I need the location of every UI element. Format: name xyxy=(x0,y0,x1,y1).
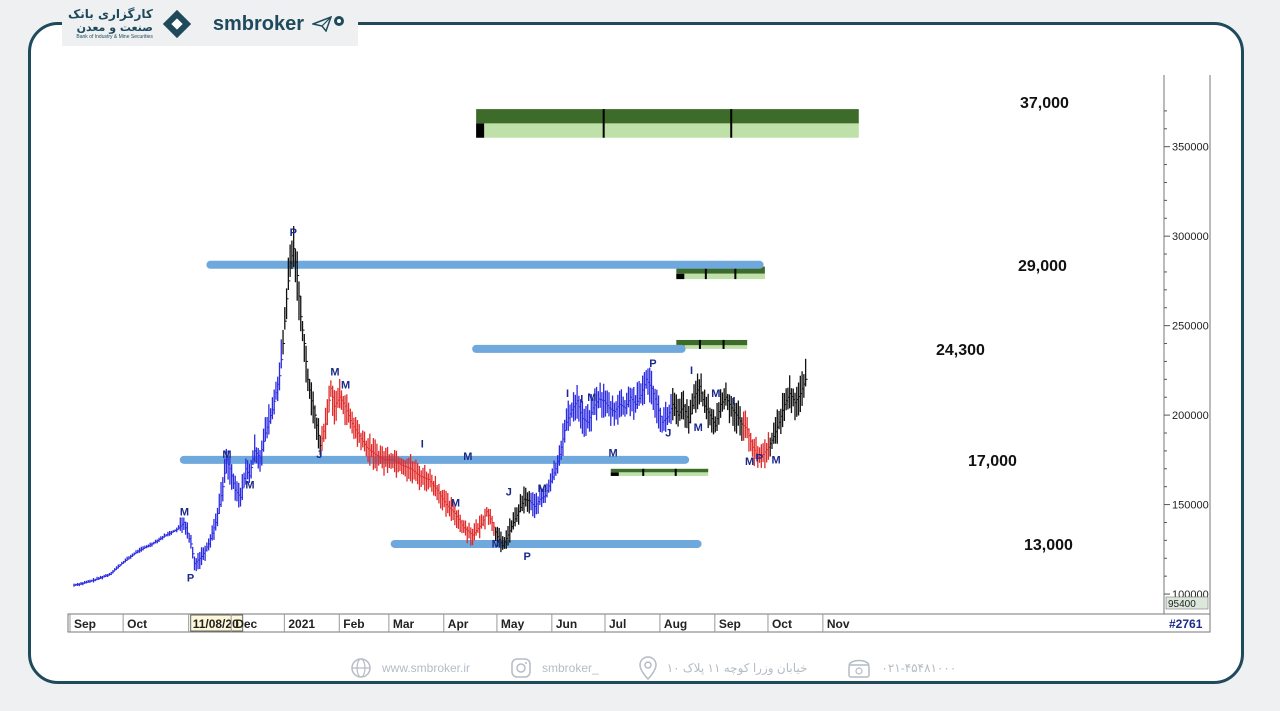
address-text: خیابان وزرا کوچه ۱۱ پلاک ۱۰ xyxy=(666,661,808,675)
y-tick-label: 350000 xyxy=(1172,142,1209,154)
pivot-label: P xyxy=(187,573,194,585)
pivot-label: P xyxy=(649,358,656,370)
target-zone-lower xyxy=(476,123,859,138)
globe-icon xyxy=(351,658,371,678)
target-zone-lower xyxy=(676,345,748,349)
pivot-label: M xyxy=(609,447,618,459)
footer-phone[interactable]: ۰۲۱-۴۵۴۸۱۰۰۰ xyxy=(847,657,956,679)
x-tick-label: Oct xyxy=(772,617,792,631)
website-text: www.smbroker.ir xyxy=(382,661,471,675)
x-tick-label: Apr xyxy=(448,617,469,631)
location-pin-icon xyxy=(638,656,657,680)
footer-website[interactable]: www.smbroker.ir xyxy=(350,657,470,679)
target-zone-marker xyxy=(476,123,485,138)
telephone-icon xyxy=(848,659,871,678)
x-tick-label: Aug xyxy=(664,617,687,631)
logo-line2: صنعت و معدن xyxy=(76,21,153,34)
x-tick-label: Jun xyxy=(556,617,577,631)
pivot-label: J xyxy=(506,487,512,499)
header-dot xyxy=(334,16,344,26)
pivot-label: M xyxy=(222,449,231,461)
logo-diamond-icon xyxy=(162,9,191,39)
price-level-label: 17,000 xyxy=(968,453,1017,470)
price-level-label: 24,300 xyxy=(936,342,985,359)
pivot-label: M xyxy=(180,506,189,518)
pivot-label: M xyxy=(772,454,781,466)
pivot-label: M xyxy=(451,497,460,509)
company-logo: کارگزاری بانک صنعت و معدن Bank of Indust… xyxy=(68,8,153,40)
pivot-label: M xyxy=(330,367,339,379)
x-tick-label: Oct xyxy=(127,617,147,631)
phone-text: ۰۲۱-۴۵۴۸۱۰۰۰ xyxy=(881,661,957,675)
x-tick-label: 11/08/20 xyxy=(193,617,239,631)
pivot-label: P xyxy=(756,453,763,465)
pivot-label: M xyxy=(538,483,547,495)
footer-instagram[interactable]: smbroker_ xyxy=(510,657,599,679)
target-zone-upper xyxy=(676,266,765,274)
logo-subtitle: Bank of Industry & Mine Securities xyxy=(76,34,153,40)
brand-name: smbroker xyxy=(212,12,304,35)
y-tick-label: 200000 xyxy=(1172,410,1209,422)
y-tick-label: 150000 xyxy=(1172,500,1209,512)
pivot-label: I xyxy=(733,395,736,407)
price-level-label: 37,000 xyxy=(1020,95,1069,112)
x-tick-label: May xyxy=(501,617,525,631)
x-tick-highlight xyxy=(190,614,244,632)
pivot-label: M xyxy=(694,422,703,434)
instagram-text: smbroker_ xyxy=(542,661,599,675)
paper-plane-icon xyxy=(312,16,332,32)
pivot-label: M xyxy=(245,479,254,491)
x-tick-label: Jul xyxy=(609,617,626,631)
target-zone-lower xyxy=(676,273,765,280)
y-tick-label: 250000 xyxy=(1172,321,1209,333)
footer-address: خیابان وزرا کوچه ۱۱ پلاک ۱۰ xyxy=(638,656,808,680)
header: کارگزاری بانک صنعت و معدن Bank of Indust… xyxy=(62,2,358,46)
price-level-label: 29,000 xyxy=(1018,258,1067,275)
symbol-tag: #2761 xyxy=(1169,617,1203,631)
pivot-label: I xyxy=(421,438,424,450)
pivot-label: J xyxy=(316,449,322,461)
x-tick-label: Feb xyxy=(343,617,364,631)
x-tick-label: 2021 xyxy=(288,617,315,631)
pivot-label: J xyxy=(665,428,671,440)
target-zone-lower xyxy=(610,472,709,476)
pivot-label: M xyxy=(492,539,501,551)
pivot-label: I xyxy=(566,388,569,400)
x-tick-label: Sep xyxy=(719,617,741,631)
pivot-label: P xyxy=(524,551,531,563)
pivot-label: I xyxy=(580,394,583,406)
logo-line1: کارگزاری بانک xyxy=(68,7,153,21)
pivot-label: M xyxy=(745,456,754,468)
target-zone-marker xyxy=(610,472,619,476)
last-price-label: 95400 xyxy=(1168,599,1196,610)
pivot-label: P xyxy=(290,227,297,239)
pivot-label: M xyxy=(711,388,720,400)
x-tick-label: Mar xyxy=(393,617,415,631)
pivot-label: M xyxy=(587,392,596,404)
last-price-box xyxy=(1165,596,1209,610)
pivot-label: M xyxy=(463,451,472,463)
target-zone-upper xyxy=(610,468,709,473)
pivot-label: I xyxy=(690,365,693,377)
target-zone-upper xyxy=(476,109,859,124)
x-tick-label: Sep xyxy=(74,617,96,631)
instagram-icon xyxy=(511,658,531,678)
y-tick-label: 300000 xyxy=(1172,231,1209,243)
price-level-label: 13,000 xyxy=(1024,537,1073,554)
x-tick-label: Dec xyxy=(235,617,257,631)
x-tick-label: Nov xyxy=(827,617,850,631)
footer: www.smbroker.ir smbroker_ خیابان وزرا کو… xyxy=(350,656,956,680)
target-zone-upper xyxy=(676,339,748,346)
target-zone-marker xyxy=(676,273,685,280)
pivot-label: M xyxy=(341,379,350,391)
